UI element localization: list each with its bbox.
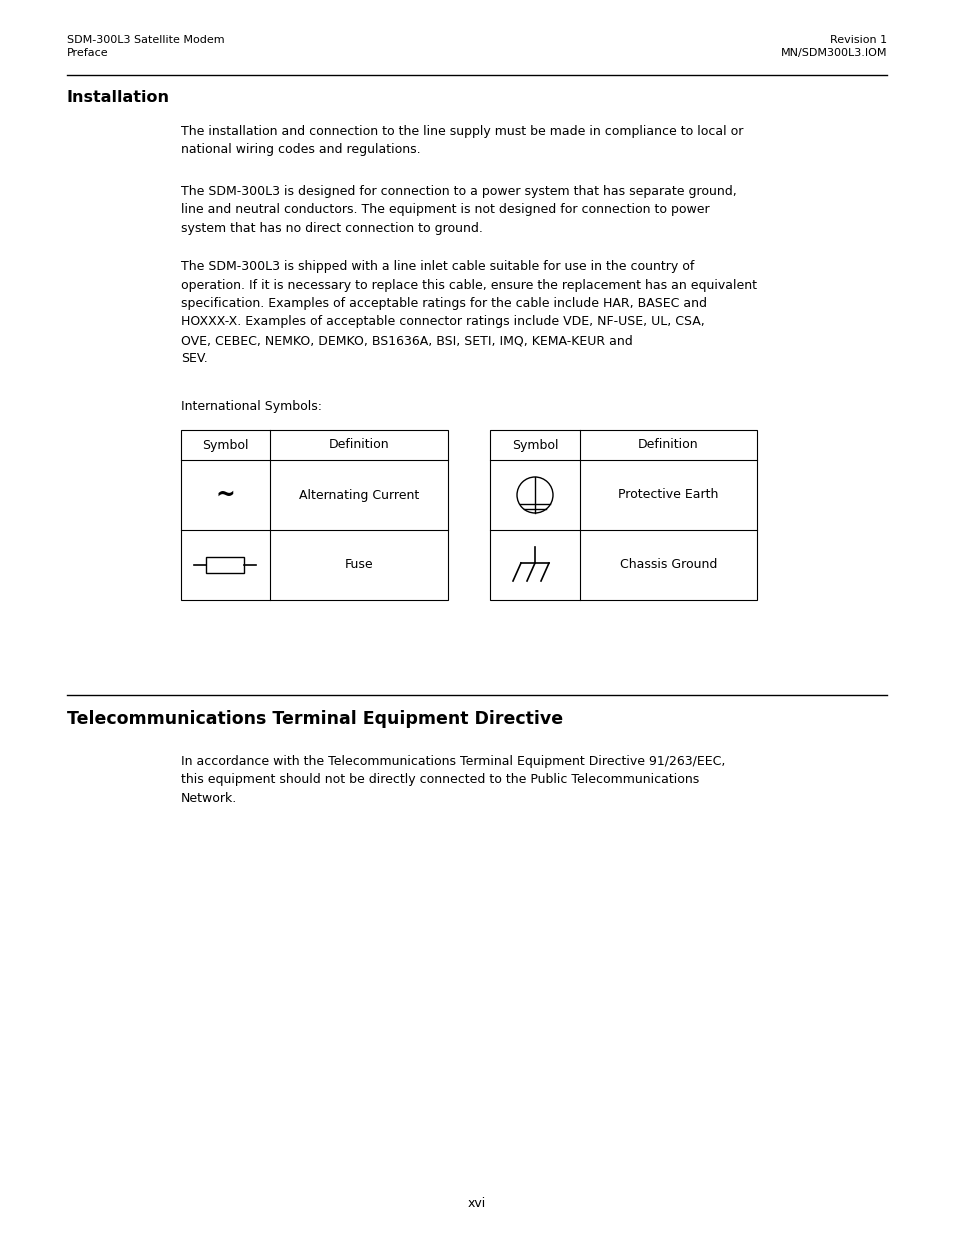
Text: Preface: Preface [67, 48, 109, 58]
Text: Symbol: Symbol [511, 438, 558, 452]
Text: MN/SDM300L3.IOM: MN/SDM300L3.IOM [780, 48, 886, 58]
Circle shape [517, 477, 553, 513]
Text: The SDM-300L3 is shipped with a line inlet cable suitable for use in the country: The SDM-300L3 is shipped with a line inl… [181, 261, 757, 366]
Text: Symbol: Symbol [202, 438, 249, 452]
Text: Fuse: Fuse [344, 558, 373, 572]
Text: xvi: xvi [467, 1197, 486, 1210]
Text: International Symbols:: International Symbols: [181, 400, 322, 412]
Text: The SDM-300L3 is designed for connection to a power system that has separate gro: The SDM-300L3 is designed for connection… [181, 185, 736, 235]
Text: Definition: Definition [638, 438, 699, 452]
Bar [206, 557, 244, 573]
Text: ~: ~ [215, 483, 235, 508]
Text: Protective Earth: Protective Earth [618, 489, 718, 501]
Bar [490, 430, 757, 600]
Text: SDM-300L3 Satellite Modem: SDM-300L3 Satellite Modem [67, 35, 224, 44]
Text: Revision 1: Revision 1 [829, 35, 886, 44]
Text: Telecommunications Terminal Equipment Directive: Telecommunications Terminal Equipment Di… [67, 710, 562, 727]
Text: In accordance with the Telecommunications Terminal Equipment Directive 91/263/EE: In accordance with the Telecommunication… [181, 755, 724, 805]
Bar [181, 430, 448, 600]
Text: Installation: Installation [67, 90, 170, 105]
Text: Chassis Ground: Chassis Ground [619, 558, 717, 572]
Text: Definition: Definition [329, 438, 389, 452]
Text: The installation and connection to the line supply must be made in compliance to: The installation and connection to the l… [181, 125, 742, 157]
Text: Alternating Current: Alternating Current [298, 489, 418, 501]
